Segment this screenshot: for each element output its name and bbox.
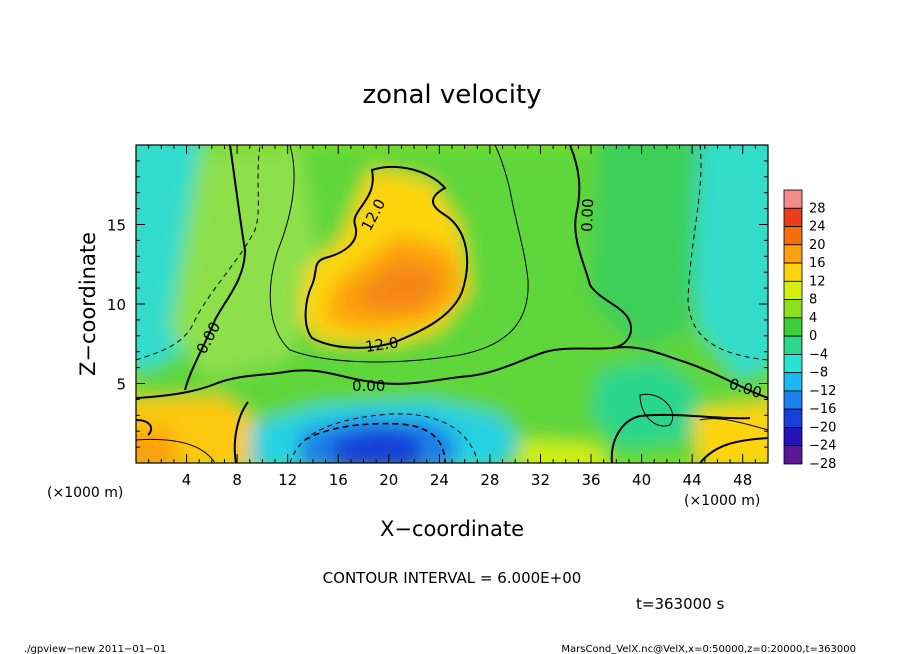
x-tick-label: 24	[430, 471, 449, 489]
colorbar-label: 16	[809, 256, 826, 271]
colorbar-swatch	[783, 244, 803, 264]
x-unit-left: (×1000 m)	[47, 485, 123, 501]
x-tick-label: 28	[480, 471, 499, 489]
colorbar-label: −20	[809, 420, 836, 435]
colorbar-label: −12	[809, 384, 836, 399]
y-tick-label: 5	[116, 376, 126, 394]
footer-left: ./gpview−new 2011−01−01	[24, 644, 166, 654]
colorbar-swatch	[783, 353, 803, 374]
contour-6	[136, 145, 768, 463]
x-tick-label: 32	[531, 471, 550, 489]
y-axis-title: Z−coordinate	[76, 232, 100, 376]
contour-0-upper-left	[184, 145, 247, 391]
contour-label-12-lower: 12.0	[364, 333, 400, 355]
contour-0-bottom-right	[610, 413, 768, 463]
colorbar-swatch	[783, 445, 803, 465]
time-label: t=363000 s	[636, 595, 724, 613]
colorbar-swatch	[783, 189, 803, 209]
colorbar-swatch	[783, 427, 803, 447]
plot-area: 12.0 12.0 0.00 0.00 0.00 0.00	[136, 145, 768, 463]
colorbar-label: −24	[809, 439, 836, 454]
contour-minus12	[304, 422, 446, 463]
contour-lines	[136, 145, 768, 463]
contour-0-main	[136, 346, 768, 399]
upper-right-cyan-region	[690, 145, 768, 380]
y-tick-label: 15	[107, 217, 126, 235]
y-tick-label: 10	[107, 296, 126, 314]
x-tick-label: 44	[683, 471, 702, 489]
x-tick-label: 36	[581, 471, 600, 489]
contour-0-center-vertical	[569, 145, 632, 349]
colorbar-label: 0	[809, 329, 817, 344]
colorbar-label: −8	[809, 366, 828, 381]
contour-0-bottom-left	[136, 401, 249, 463]
x-tick-label: 20	[379, 471, 398, 489]
colorbar: 28 24 20 16 12 8 4 0 −4 −8 −12 −16 −20 −24 −28	[783, 189, 836, 472]
x-tick-label: 48	[733, 471, 752, 489]
colorbar-swatch	[783, 317, 803, 337]
colorbar-swatch	[783, 335, 803, 355]
colorbar-label: 28	[809, 201, 826, 216]
colorbar-label: 20	[809, 238, 826, 253]
x-axis-title: X−coordinate	[380, 517, 524, 541]
colorbar-label: 4	[809, 311, 817, 326]
y-axis: 5 10 15	[107, 160, 768, 448]
x-tick-label: 16	[329, 471, 348, 489]
colorbar-swatch	[783, 207, 803, 227]
colorbar-label: 12	[809, 274, 826, 289]
chart-title: zonal velocity	[362, 80, 541, 110]
colorbar-label: −4	[809, 347, 828, 362]
x-tick-label: 8	[232, 471, 242, 489]
x-tick-label: 4	[182, 471, 192, 489]
contour-label-0-top: 0.00	[578, 198, 597, 232]
colorbar-swatch	[783, 372, 803, 392]
colorbar-swatch	[783, 408, 803, 428]
contour-interval: CONTOUR INTERVAL = 6.000E+00	[323, 569, 582, 587]
colorbar-swatch	[783, 299, 803, 319]
x-tick-label: 12	[278, 471, 297, 489]
colorbar-swatch	[783, 390, 803, 410]
footer-right: MarsCond_VelX.nc@VelX,x=0:50000,z=0:2000…	[561, 644, 856, 654]
colorbar-swatch	[783, 262, 803, 282]
x-unit-right: (×1000 m)	[684, 493, 760, 509]
colorbar-label: −28	[809, 457, 836, 472]
x-axis: 4 8 12 16 20 24 28 32 36 40 44 48	[148, 145, 756, 489]
colorbar-label: 8	[809, 293, 817, 308]
colorbar-swatch	[783, 280, 803, 301]
colorbar-label: 24	[809, 220, 826, 235]
x-tick-label: 40	[632, 471, 651, 489]
contour-12-closed	[304, 165, 469, 349]
colorbar-swatch	[783, 226, 803, 246]
colorbar-label: −16	[809, 402, 836, 417]
contour-label-0-mid: 0.00	[352, 377, 385, 395]
